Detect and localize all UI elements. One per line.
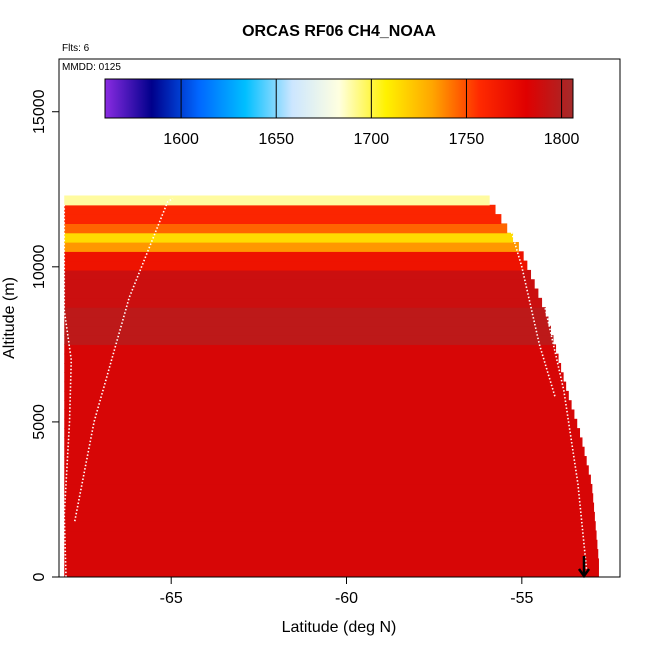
x-tick-label: -65 xyxy=(160,590,183,607)
colorbar-tick-label: 1800 xyxy=(544,131,580,148)
heatmap-cell xyxy=(64,493,594,504)
colorbar-tick-label: 1750 xyxy=(449,131,485,148)
x-axis-label: Latitude (deg N) xyxy=(282,619,397,636)
heatmap-cell xyxy=(64,474,591,485)
heatmap-cell xyxy=(64,521,596,532)
flight-track xyxy=(521,220,588,571)
heatmap-cell xyxy=(64,316,549,327)
heatmap-cell xyxy=(64,558,599,569)
heatmap-cell xyxy=(64,409,575,420)
heatmap-cell xyxy=(64,483,593,494)
plot-frame xyxy=(58,58,621,578)
heatmap-cell xyxy=(64,251,524,262)
heatmap-cell xyxy=(64,214,502,224)
heatmap-cell xyxy=(64,372,564,383)
heatmap-cell xyxy=(64,335,554,345)
heatmap-cell xyxy=(64,344,557,355)
x-tick-label: -60 xyxy=(335,590,358,607)
heatmap-cell xyxy=(64,400,572,411)
heatmap-cell xyxy=(64,325,551,336)
flight-track xyxy=(73,197,174,522)
heatmap-cell xyxy=(64,362,562,373)
flight-track xyxy=(63,204,73,577)
heatmap-cell xyxy=(64,456,587,466)
x-tick-label: -55 xyxy=(510,590,533,607)
heatmap-cell xyxy=(64,232,514,243)
heatmap-cell xyxy=(64,307,546,318)
y-axis: 0 5000 10000 15000 xyxy=(31,89,59,581)
heatmap-cell xyxy=(64,511,595,522)
heatmap-cell xyxy=(64,242,519,252)
y-axis-label: Altitude (m) xyxy=(1,277,18,359)
date-annotation: MMDD: 0125 xyxy=(62,62,121,73)
heatmap-cell xyxy=(64,223,508,234)
heatmap-cell xyxy=(64,260,528,271)
heatmap-cell xyxy=(64,269,532,280)
colorbar-tick-label: 1600 xyxy=(163,131,199,148)
y-tick-label: 15000 xyxy=(31,89,48,134)
heatmap-cell xyxy=(64,539,598,550)
y-tick-label: 0 xyxy=(31,572,48,581)
heatmap-cell xyxy=(64,437,583,448)
flights-annotation: Flts: 6 xyxy=(62,43,90,54)
heatmap-cell xyxy=(64,567,599,577)
heatmap-cell xyxy=(64,204,496,215)
heatmap-cell xyxy=(64,297,543,308)
y-tick-label: 5000 xyxy=(31,404,48,440)
arrow-icon xyxy=(577,556,591,579)
heatmap-cell xyxy=(64,279,535,290)
heatmap-cell xyxy=(64,465,589,476)
heatmap-cell xyxy=(64,549,599,559)
heatmap-cell xyxy=(64,418,578,429)
heatmap-cell xyxy=(64,381,567,392)
heatmap-cell xyxy=(64,530,597,541)
heatmap-cell xyxy=(64,502,595,513)
colorbar: 1600 1650 1700 1750 1800 xyxy=(104,78,580,148)
heatmap-cell xyxy=(64,288,539,299)
heatmap-cell xyxy=(64,428,581,439)
heatmap-field xyxy=(64,195,599,577)
colorbar-tick-label: 1650 xyxy=(258,131,294,148)
chart-title: ORCAS RF06 CH4_NOAA xyxy=(242,23,436,40)
heatmap-cell xyxy=(64,195,490,206)
colorbar-tick-label: 1700 xyxy=(354,131,390,148)
x-axis: -65 -60 -55 xyxy=(160,577,533,607)
colorbar-gradient xyxy=(104,78,574,119)
heatmap-cell xyxy=(64,353,559,364)
flight-track-profiles xyxy=(63,195,588,577)
y-tick-label: 10000 xyxy=(31,244,48,289)
heatmap-cell xyxy=(64,446,585,457)
heatmap-cell xyxy=(64,390,569,401)
